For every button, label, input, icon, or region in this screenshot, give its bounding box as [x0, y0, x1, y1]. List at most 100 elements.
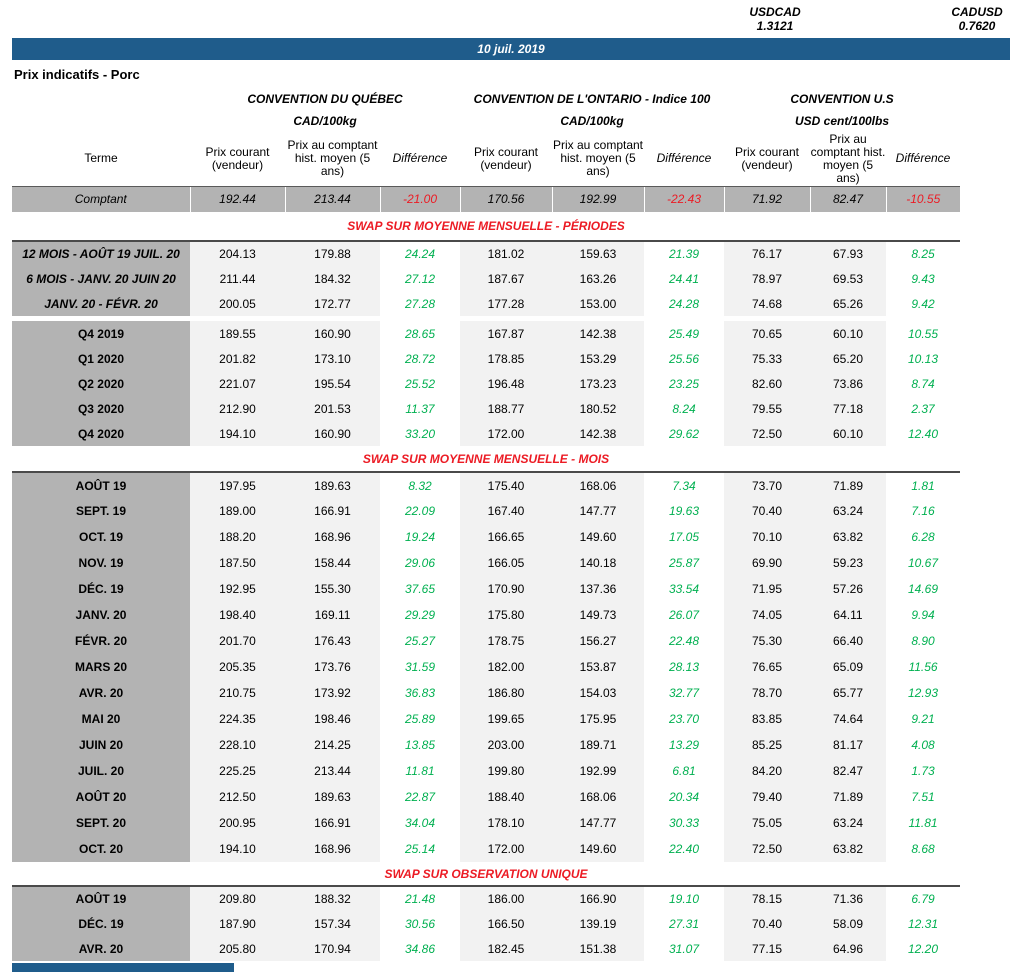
fx-cadusd: CADUSD 0.7620 — [932, 5, 1022, 33]
table-row: 12 MOIS - AOÛT 19 JUIL. 20 204.13 179.88 24… — [12, 241, 961, 266]
difference-cell: 21.39 — [644, 241, 724, 266]
price-cell: 228.10 — [190, 732, 285, 758]
price-cell: 198.40 — [190, 602, 285, 628]
difference-cell: 2.37 — [886, 396, 961, 421]
price-cell: 197.95 — [190, 472, 285, 498]
price-cell: 187.67 — [460, 266, 552, 291]
table-row: JANV. 20 198.40 169.11 29.29 175.80 149.73 26.… — [12, 602, 961, 628]
difference-cell: 11.81 — [886, 810, 961, 836]
price-cell: 153.00 — [552, 291, 644, 316]
difference-cell: 25.27 — [380, 628, 460, 654]
price-cell: 163.26 — [552, 266, 644, 291]
price-cell: 168.06 — [552, 784, 644, 810]
difference-cell: 6.81 — [644, 758, 724, 784]
price-cell: 199.80 — [460, 758, 552, 784]
price-cell: 79.55 — [724, 396, 810, 421]
col-header-prix-comptant: Prix au comptant hist. moyen (5 ans) — [552, 132, 644, 187]
price-cell: 201.70 — [190, 628, 285, 654]
price-cell: 60.10 — [810, 421, 886, 446]
difference-cell: 9.43 — [886, 266, 961, 291]
price-cell: 214.25 — [285, 732, 380, 758]
difference-cell: 29.06 — [380, 550, 460, 576]
difference-cell: 33.20 — [380, 421, 460, 446]
price-cell: 167.87 — [460, 321, 552, 346]
page-title: Prix indicatifs - Porc — [14, 67, 140, 82]
difference-cell: 11.37 — [380, 396, 460, 421]
price-cell: 172.00 — [460, 421, 552, 446]
price-cell: 186.00 — [460, 886, 552, 911]
price-cell: 63.82 — [810, 836, 886, 862]
term-label: NOV. 19 — [12, 550, 190, 576]
table-row: DÉC. 19 192.95 155.30 37.65 170.90 137.36 33.5… — [12, 576, 961, 602]
group-spacer-cell — [12, 316, 961, 321]
unit-header-row: CAD/100kg CAD/100kg USD cent/100lbs — [12, 110, 960, 132]
price-cell: 198.46 — [285, 706, 380, 732]
term-label: AVR. 20 — [12, 680, 190, 706]
difference-cell: 12.20 — [886, 936, 961, 961]
difference-cell: 27.12 — [380, 266, 460, 291]
fx-usdcad-value: 1.3121 — [756, 19, 794, 33]
price-cell: 178.85 — [460, 346, 552, 371]
price-cell: 140.18 — [552, 550, 644, 576]
difference-cell: 31.59 — [380, 654, 460, 680]
difference-cell: 22.09 — [380, 498, 460, 524]
price-cell: 201.82 — [190, 346, 285, 371]
price-cell: 73.70 — [724, 472, 810, 498]
col-header-difference: Différence — [644, 132, 724, 187]
price-cell: 172.77 — [285, 291, 380, 316]
price-cell: 180.52 — [552, 396, 644, 421]
price-cell: 189.71 — [552, 732, 644, 758]
price-cell: 170.90 — [460, 576, 552, 602]
difference-cell: 7.51 — [886, 784, 961, 810]
price-cell: 71.89 — [810, 472, 886, 498]
term-label: JUIN 20 — [12, 732, 190, 758]
price-cell: 179.88 — [285, 241, 380, 266]
term-label: 12 MOIS - AOÛT 19 JUIL. 20 — [12, 241, 190, 266]
fx-cadusd-label: CADUSD — [951, 5, 1003, 19]
price-cell: 154.03 — [552, 680, 644, 706]
price-cell: 71.36 — [810, 886, 886, 911]
price-cell: 81.17 — [810, 732, 886, 758]
price-cell: 205.80 — [190, 936, 285, 961]
price-cell: 147.77 — [552, 498, 644, 524]
price-cell: 225.25 — [190, 758, 285, 784]
date-banner: 10 juil. 2019 — [12, 38, 1010, 60]
price-cell: 213.44 — [285, 758, 380, 784]
unit-quebec: CAD/100kg — [293, 114, 357, 128]
price-cell: 170.56 — [459, 186, 552, 212]
price-cell: 195.54 — [285, 371, 380, 396]
unit-us: USD cent/100lbs — [794, 114, 890, 128]
table-row: OCT. 19 188.20 168.96 19.24 166.65 149.60 17.0… — [12, 524, 961, 550]
difference-cell: 27.28 — [380, 291, 460, 316]
price-cell: 200.05 — [190, 291, 285, 316]
difference-cell: 6.28 — [886, 524, 961, 550]
difference-cell: 4.08 — [886, 732, 961, 758]
term-label: Q4 2019 — [12, 321, 190, 346]
price-cell: 166.65 — [460, 524, 552, 550]
term-label: Q1 2020 — [12, 346, 190, 371]
convention-header-row: CONVENTION DU QUÉBEC CONVENTION DE L'ONT… — [12, 88, 960, 110]
difference-cell: 10.67 — [886, 550, 961, 576]
term-label: DÉC. 19 — [12, 576, 190, 602]
price-cell: 194.10 — [190, 421, 285, 446]
section-title: SWAP SUR MOYENNE MENSUELLE - PÉRIODES — [12, 212, 961, 242]
difference-cell: 22.40 — [644, 836, 724, 862]
col-header-prix-comptant: Prix au comptant hist. moyen (5 ans) — [285, 132, 380, 187]
price-cell: 59.23 — [810, 550, 886, 576]
term-label: DÉC. 19 — [12, 911, 190, 936]
price-cell: 173.76 — [285, 654, 380, 680]
price-cell: 78.70 — [724, 680, 810, 706]
difference-cell: 28.65 — [380, 321, 460, 346]
fx-usdcad-label: USDCAD — [749, 5, 801, 19]
col-header-prix-courant: Prix courant (vendeur) — [460, 132, 552, 187]
spot-row: Comptant 192.44 213.44 -21.00 170.56 192.99 -2… — [12, 186, 961, 212]
table-row: SEPT. 19 189.00 166.91 22.09 167.40 147.77 19.… — [12, 498, 961, 524]
price-cell: 188.77 — [460, 396, 552, 421]
table-row: Q4 2019 189.55 160.90 28.65 167.87 142.38 25.4… — [12, 321, 961, 346]
difference-cell: 25.14 — [380, 836, 460, 862]
difference-cell: 8.32 — [380, 472, 460, 498]
price-cell: 70.65 — [724, 321, 810, 346]
price-cell: 166.91 — [285, 810, 380, 836]
price-cell: 187.50 — [190, 550, 285, 576]
